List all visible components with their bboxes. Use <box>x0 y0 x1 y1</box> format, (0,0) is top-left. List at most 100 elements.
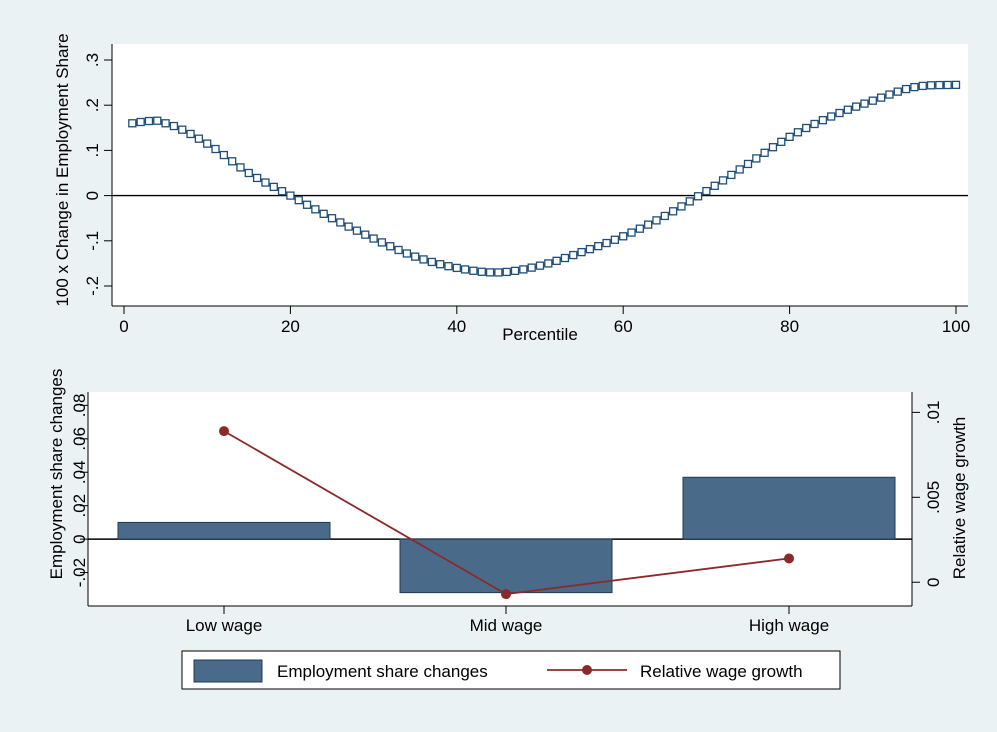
top-series-marker <box>602 238 611 248</box>
top-series-marker <box>544 259 553 268</box>
left-y-tick-label: 0 <box>70 534 89 543</box>
top-series-marker <box>502 267 511 277</box>
legend-box <box>181 650 841 690</box>
top-series-marker <box>327 214 337 223</box>
bottom-bars <box>117 476 896 594</box>
top-series-marker <box>860 99 869 108</box>
top-series-marker <box>411 252 420 261</box>
top-series-marker <box>519 265 528 274</box>
top-series-marker <box>236 163 245 172</box>
legend-bar-label: Employment share changes <box>277 662 488 681</box>
top-series-marker <box>485 268 495 277</box>
top-series-marker <box>652 216 661 225</box>
top-series-marker <box>760 148 769 157</box>
top-series-marker <box>469 266 478 275</box>
top-chart: -.2 -.1 0 .1 .2 .3 0 20 40 60 80 100 Percentile 10… <box>53 33 970 344</box>
top-series-marker <box>718 176 728 185</box>
top-x-tick-label: 100 <box>942 317 970 336</box>
top-series-marker <box>477 267 486 276</box>
top-x-tick-label: 40 <box>447 317 466 336</box>
wage-growth-marker <box>501 589 511 600</box>
top-series-marker <box>194 134 204 143</box>
top-series-marker <box>186 129 195 139</box>
bar-low-wage <box>117 521 331 540</box>
top-series-marker <box>943 80 952 90</box>
right-y-tick-label: .01 <box>924 401 943 425</box>
top-series-marker <box>527 263 536 272</box>
top-series-marker <box>777 137 786 146</box>
top-series-marker <box>785 132 794 141</box>
top-series-marker <box>619 232 628 241</box>
top-series-marker <box>336 218 345 227</box>
top-series-marker <box>668 207 678 216</box>
legend: Employment share changes Relative wage g… <box>181 650 841 690</box>
top-x-ticks: 0 20 40 60 80 100 <box>119 306 970 336</box>
category-label: High wage <box>749 616 829 635</box>
top-series-marker <box>585 245 595 254</box>
top-series-marker <box>402 249 412 258</box>
top-series-marker <box>394 245 403 255</box>
top-series-marker <box>369 234 378 243</box>
top-series-marker <box>627 228 636 237</box>
top-series-marker <box>352 226 362 235</box>
top-series-marker <box>752 154 761 163</box>
top-series-marker <box>377 238 387 247</box>
top-series-marker <box>635 224 644 233</box>
top-series-marker <box>743 159 753 169</box>
top-series-marker <box>244 168 253 178</box>
top-series-marker <box>818 116 828 125</box>
top-series-marker <box>161 119 170 128</box>
top-series-marker <box>876 93 886 102</box>
left-y-tick-label: .08 <box>70 394 89 418</box>
legend-bar-swatch <box>193 659 263 683</box>
legend-line-label: Relative wage growth <box>640 662 803 681</box>
top-series-marker <box>577 247 586 257</box>
top-y-tick-label: .2 <box>83 98 102 112</box>
top-series-marker <box>302 200 312 209</box>
top-y-tick-label: -.2 <box>83 276 102 296</box>
top-y-ticks: -.2 -.1 0 .1 .2 .3 <box>83 53 112 296</box>
top-series-marker <box>852 102 861 111</box>
top-series-marker <box>361 230 370 239</box>
top-series-marker <box>810 119 819 129</box>
top-series-marker <box>702 186 711 196</box>
top-series-markers <box>128 80 961 277</box>
top-series-marker <box>610 235 620 244</box>
left-y-tick-label: .06 <box>70 427 89 451</box>
top-series-marker <box>136 117 145 127</box>
top-series-marker <box>560 253 570 263</box>
top-series-marker <box>153 116 162 125</box>
top-x-tick-label: 20 <box>281 317 300 336</box>
top-series-marker <box>710 181 719 190</box>
top-series-marker <box>286 191 295 200</box>
category-label: Mid wage <box>470 616 543 635</box>
top-series-marker <box>893 87 902 96</box>
right-y-tick-label: 0 <box>924 577 943 586</box>
wage-growth-marker <box>784 553 794 564</box>
top-series-marker <box>693 192 703 201</box>
top-series-marker <box>128 119 137 128</box>
top-series-marker <box>294 196 303 205</box>
top-series-marker <box>144 116 154 126</box>
top-series-marker <box>910 82 919 92</box>
top-series-marker <box>344 222 353 231</box>
top-series-marker <box>211 144 220 154</box>
top-series-marker <box>252 173 262 183</box>
bar-high-wage <box>682 476 896 540</box>
top-y-axis-label: 100 x Change in Employment Share <box>53 33 72 306</box>
top-y-tick-label: 0 <box>83 191 102 200</box>
top-series-marker <box>535 261 545 270</box>
top-series-marker <box>843 105 852 114</box>
top-series-marker <box>835 108 844 118</box>
top-series-marker <box>868 96 877 105</box>
top-series-marker <box>510 266 520 276</box>
top-series-marker <box>427 257 436 267</box>
top-series-marker <box>793 128 803 137</box>
top-series-marker <box>918 81 927 91</box>
top-series-marker <box>169 121 179 131</box>
right-y-tick-label: .005 <box>924 481 943 514</box>
bottom-left-y-ticks: -.02 0 .02 .04 .06 .08 <box>70 394 89 588</box>
top-series-marker <box>644 220 653 229</box>
category-label: Low wage <box>186 616 263 635</box>
